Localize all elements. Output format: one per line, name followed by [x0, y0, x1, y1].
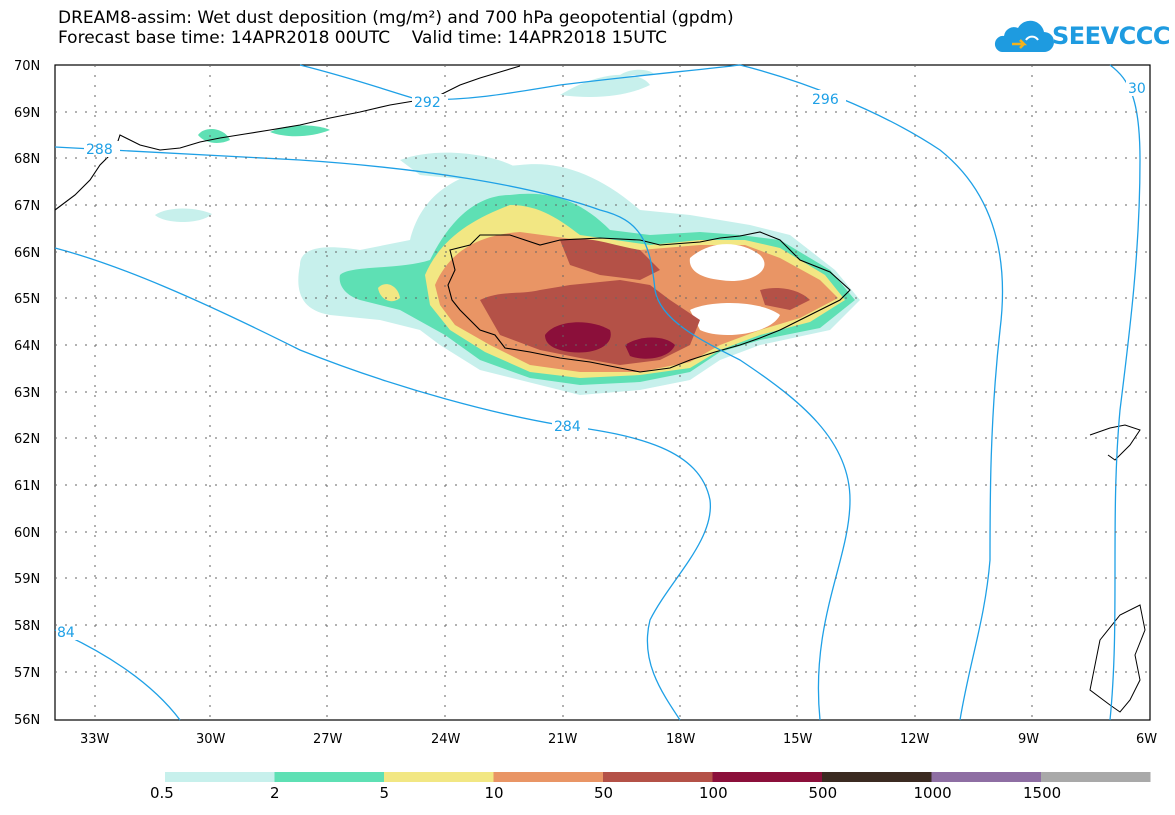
- lon-label: 12W: [900, 732, 930, 747]
- lat-label: 63N: [14, 386, 40, 401]
- lon-label: 9W: [1018, 732, 1039, 747]
- lat-label: 67N: [14, 199, 40, 214]
- legend-swatch: [384, 772, 494, 782]
- legend-label: 1500: [1023, 784, 1062, 802]
- legend-label: 500: [808, 784, 838, 802]
- legend-label: 100: [699, 784, 728, 802]
- legend-swatch: [493, 772, 603, 782]
- legend-label: 10: [484, 784, 504, 802]
- lon-label: 27W: [313, 732, 343, 747]
- contour-label-288: 288: [86, 142, 113, 158]
- lon-label: 6W: [1136, 732, 1157, 747]
- legend-label: 50: [594, 784, 614, 802]
- lon-label: 18W: [666, 732, 696, 747]
- lat-label: 62N: [14, 432, 40, 447]
- lat-label: 56N: [14, 713, 40, 728]
- lat-label: 57N: [14, 666, 40, 681]
- lon-label: 30W: [196, 732, 226, 747]
- lon-label: 21W: [548, 732, 578, 747]
- contour-label-84: 84: [57, 625, 75, 641]
- contour-label-292: 292: [414, 95, 441, 111]
- lat-label: 60N: [14, 526, 40, 541]
- dust-field: [155, 69, 861, 395]
- lon-label: 15W: [783, 732, 813, 747]
- title-line-1: DREAM8-assim: Wet dust deposition (mg/m²…: [58, 8, 734, 28]
- contour-label-284: 284: [554, 419, 581, 435]
- lat-label: 64N: [14, 339, 40, 354]
- lat-label: 65N: [14, 292, 40, 307]
- logo-text: SEEVCCC: [1052, 22, 1171, 50]
- seevccc-logo: [994, 20, 1054, 52]
- geopotential-contours: [54, 64, 1141, 721]
- contour-labels: 292 296 288 284 84 30: [56, 80, 1148, 641]
- lon-label: 33W: [80, 732, 110, 747]
- lat-label: 68N: [14, 152, 40, 167]
- legend-swatch: [165, 772, 275, 782]
- legend-swatch: [274, 772, 384, 782]
- scotland-coastline: [1089, 604, 1146, 713]
- longitude-labels: 33W 30W 27W 24W 21W 18W 15W 12W 9W 6W: [80, 732, 1157, 747]
- legend-label: 0.5: [150, 784, 174, 802]
- lat-label: 69N: [14, 106, 40, 121]
- iceland-coastline: [447, 231, 851, 373]
- faroe-coastline: [1089, 424, 1141, 461]
- legend-swatch: [603, 772, 713, 782]
- lat-label: 61N: [14, 479, 40, 494]
- lat-label: 58N: [14, 619, 40, 634]
- title-line-2: Forecast base time: 14APR2018 00UTC Vali…: [58, 28, 667, 48]
- contour-label-296: 296: [812, 92, 839, 108]
- lat-label: 66N: [14, 246, 40, 261]
- cloud-icon: [994, 20, 1054, 52]
- latitude-labels: 70N 69N 68N 67N 66N 65N 64N 63N 62N 61N …: [14, 59, 40, 728]
- legend-label: 2: [270, 784, 280, 802]
- legend-swatch: [1041, 772, 1151, 782]
- legend-swatch: [712, 772, 822, 782]
- legend-label: 1000: [913, 784, 952, 802]
- legend-swatch: [931, 772, 1041, 782]
- legend-label: 5: [379, 784, 390, 802]
- legend-colorbar: [165, 772, 1151, 782]
- legend-swatch: [822, 772, 932, 782]
- contour-label-30: 30: [1128, 81, 1146, 97]
- lat-label: 59N: [14, 572, 40, 587]
- lon-label: 24W: [431, 732, 461, 747]
- lat-label: 70N: [14, 59, 40, 74]
